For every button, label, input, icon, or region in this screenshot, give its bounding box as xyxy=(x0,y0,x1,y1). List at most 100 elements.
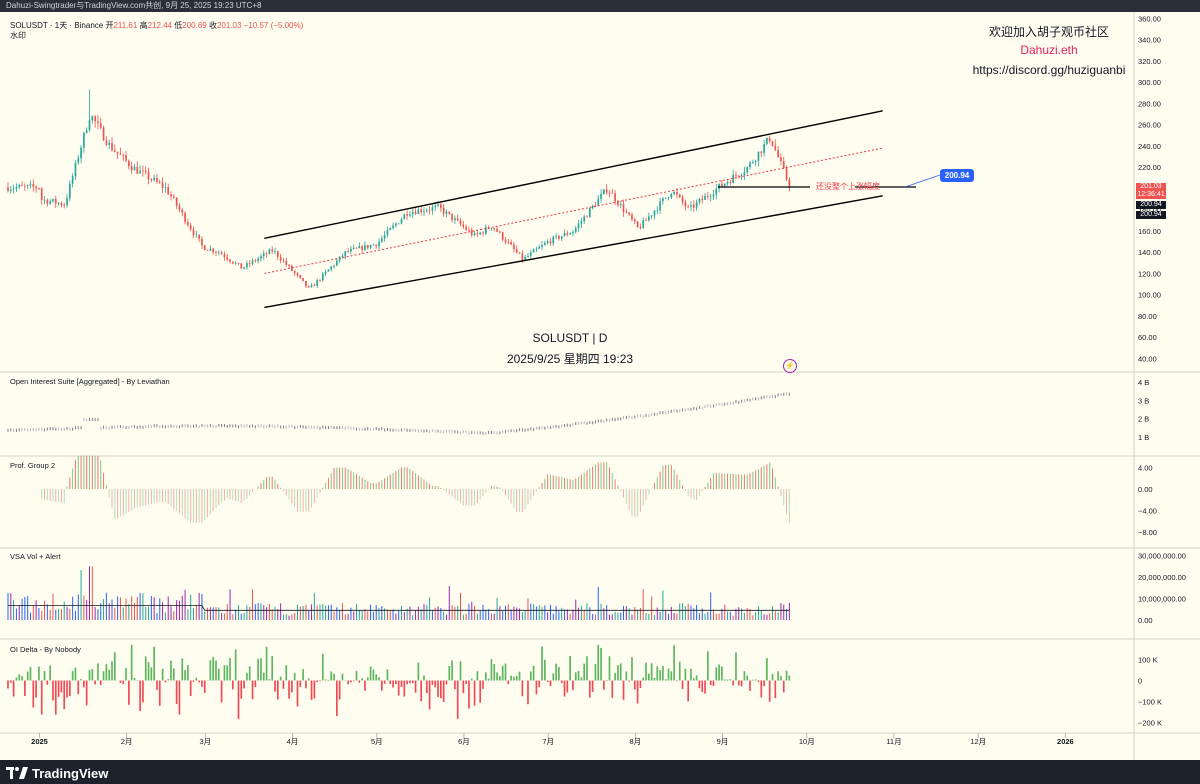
candle-body xyxy=(673,191,675,194)
month-label: 2026 xyxy=(1057,737,1074,746)
candle-body xyxy=(296,273,299,276)
candle-body xyxy=(192,229,195,235)
candle-body xyxy=(701,198,704,200)
candle-body xyxy=(603,189,605,194)
candle-body xyxy=(167,187,170,195)
candle-body xyxy=(622,204,625,212)
candle-body xyxy=(484,227,487,234)
candle-body xyxy=(24,185,26,187)
candle-body xyxy=(558,235,560,239)
candle-body xyxy=(344,251,347,257)
candle-body xyxy=(170,194,172,197)
candle-body xyxy=(746,167,749,173)
candle-body xyxy=(749,162,751,168)
candle-body xyxy=(122,154,125,156)
candle-body xyxy=(52,199,54,202)
candle-body xyxy=(128,160,130,167)
candle-body xyxy=(504,239,507,243)
community-title: 欢迎加入胡子观币社区 xyxy=(988,25,1109,39)
candle-body xyxy=(574,228,577,232)
candle-body xyxy=(611,192,614,194)
candle-body xyxy=(715,188,718,195)
candle-body xyxy=(642,219,645,229)
candle-body xyxy=(386,229,389,235)
lightning-icon[interactable]: ⚡ xyxy=(783,359,797,373)
candle-body xyxy=(737,175,740,177)
candle-body xyxy=(97,121,99,124)
discord-link[interactable]: https://discord.gg/huziguanbi xyxy=(972,63,1126,77)
candle-body xyxy=(49,201,52,204)
center-symbol: SOLUSDT | D xyxy=(532,331,608,345)
candle-body xyxy=(681,196,684,203)
low-label: 低 xyxy=(174,21,183,30)
candle-body xyxy=(130,166,133,171)
candle-body xyxy=(262,253,265,257)
line-price-tag-2: 200.94 xyxy=(1136,211,1166,219)
candle-body xyxy=(403,214,406,220)
candle-body xyxy=(538,246,541,249)
month-label: 9月 xyxy=(717,737,729,746)
candle-body xyxy=(695,202,698,208)
candle-body xyxy=(66,198,68,206)
candle-body xyxy=(513,244,515,250)
candle-body xyxy=(777,150,779,158)
price-tick-label: 360.00 xyxy=(1138,14,1161,23)
candle-body xyxy=(763,143,765,153)
delta-tick-label: −200 K xyxy=(1138,719,1162,728)
candle-body xyxy=(38,188,40,190)
candle-body xyxy=(515,249,518,253)
target-price-bubble[interactable]: 200.94 xyxy=(940,169,974,182)
countdown-tag: 12:36:41 xyxy=(1136,191,1166,199)
candle-body xyxy=(74,162,77,177)
candle-body xyxy=(743,172,746,176)
candle-body xyxy=(670,193,673,198)
candle-body xyxy=(46,199,49,204)
line-price-tag: 200.94 xyxy=(1136,201,1166,209)
tradingview-logo[interactable]: TradingView xyxy=(6,766,108,781)
candle-body xyxy=(319,280,321,281)
month-label: 2月 xyxy=(121,737,133,746)
candle-body xyxy=(678,194,681,197)
high-value: 212.44 xyxy=(147,21,173,30)
price-tick-label: 40.00 xyxy=(1138,355,1157,364)
candle-body xyxy=(364,244,366,250)
candle-body xyxy=(647,216,650,221)
candle-body xyxy=(662,198,664,202)
candle-body xyxy=(532,249,535,253)
candle-body xyxy=(768,137,771,142)
candle-body xyxy=(260,256,262,259)
candle-body xyxy=(265,253,268,255)
candle-body xyxy=(510,242,512,245)
candle-body xyxy=(631,214,633,220)
candle-body xyxy=(77,158,80,163)
candle-body xyxy=(785,168,788,180)
candle-body xyxy=(650,215,653,217)
candle-body xyxy=(462,224,465,227)
price-tick-label: 320.00 xyxy=(1138,57,1161,66)
price-tick-label: 60.00 xyxy=(1138,333,1157,342)
candle-body xyxy=(307,286,310,288)
candle-body xyxy=(656,210,659,212)
candle-body xyxy=(9,189,12,192)
price-tick-label: 160.00 xyxy=(1138,227,1161,236)
candle-body xyxy=(588,208,591,217)
oi-tick-label: 1 B xyxy=(1138,433,1149,442)
candle-body xyxy=(597,198,600,206)
candle-body xyxy=(43,199,46,201)
candle-body xyxy=(766,137,768,144)
candle-body xyxy=(712,194,715,197)
candle-body xyxy=(209,248,212,251)
candle-body xyxy=(327,269,330,272)
candle-body xyxy=(321,273,324,281)
candle-body xyxy=(341,256,344,257)
candle-body xyxy=(305,280,307,287)
candle-body xyxy=(316,280,319,286)
candle-body xyxy=(397,223,400,225)
candle-body xyxy=(7,187,9,192)
candle-body xyxy=(721,183,723,186)
candle-body xyxy=(659,201,661,211)
candle-body xyxy=(12,188,15,190)
prof-panel-label: Prof. Group 2 xyxy=(10,461,56,470)
candle-body xyxy=(617,201,619,206)
